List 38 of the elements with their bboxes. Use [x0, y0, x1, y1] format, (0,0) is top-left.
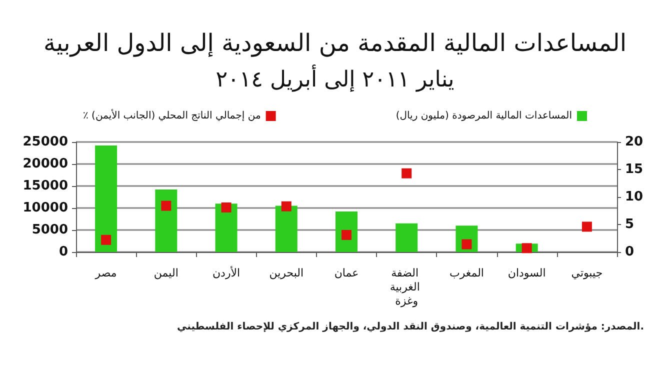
x-tick-label: السودان [508, 266, 546, 280]
bar [215, 204, 238, 252]
x-tick-label: الضفة الغربية وغزة [390, 266, 424, 308]
chart-title: المساعدات المالية المقدمة من السعودية إلى الدول العربية [44, 29, 626, 57]
x-tick-label: البحرين [269, 266, 304, 280]
y2-tick-label: 15 [625, 162, 644, 177]
y-tick-label: 25000 [22, 134, 68, 150]
x-tick-label: جيبوتي [571, 266, 603, 280]
point [281, 201, 292, 212]
point [402, 168, 412, 178]
y2-tick-label: 0 [625, 244, 634, 260]
point [462, 239, 472, 250]
y-tick-label: 15000 [22, 178, 68, 194]
y2-tick-label: 5 [625, 217, 634, 232]
bar [95, 146, 118, 252]
point [582, 222, 592, 232]
y2-tick-label: 20 [625, 134, 644, 150]
y-tick-label: 20000 [22, 156, 68, 172]
legend-label: المساعدات المالية المرصودة (مليون ريال) [396, 110, 572, 122]
point [161, 200, 172, 211]
bar [155, 190, 178, 252]
y-tick-label: 10000 [22, 200, 68, 216]
x-tick-label: عمان [334, 266, 359, 280]
x-tick-label: المغرب [449, 266, 484, 280]
y-tick-label: 0 [58, 244, 68, 260]
point [522, 243, 532, 254]
y2-tick-label: 10 [625, 190, 644, 204]
x-tick-label: الأردن [212, 266, 240, 280]
point [101, 234, 112, 245]
text: المصدر: مؤشرات التنمية العالمية، وصندوق النقد الدولي، والجهاز المركزي للإحصاء الفلسطيني. [177, 322, 644, 332]
x-tick-label: مصر [94, 266, 117, 280]
bar [275, 206, 298, 252]
bar [396, 223, 418, 252]
point [221, 202, 232, 212]
x-tick-label: اليمن [154, 266, 178, 280]
chart-subtitle: يناير ٢٠١١ إلى أبريل ٢٠١٤ [216, 64, 454, 92]
legend-label: ٪ من إجمالي الناتج المحلي (الجانب الأيمن) [82, 108, 261, 122]
y-tick-label: 5000 [32, 222, 68, 238]
